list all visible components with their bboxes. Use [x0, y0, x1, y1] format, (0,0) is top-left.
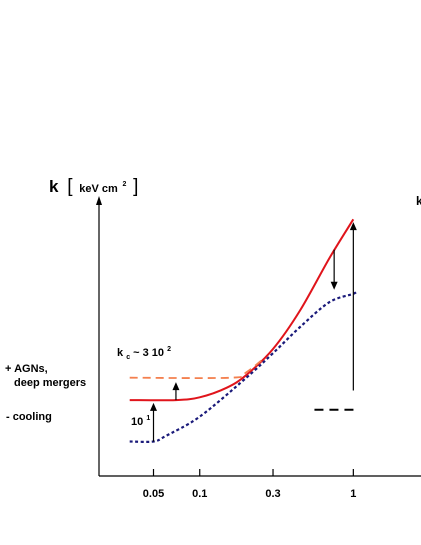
x-tick-label: 1	[350, 488, 356, 500]
deep-mergers-label: deep mergers	[14, 377, 86, 389]
series-line-dashed	[129, 357, 265, 379]
x-axis-ticks: 0.05 0.1 0.3 1	[143, 469, 356, 500]
right-k-label: k	[416, 194, 421, 208]
kc-annotation: k c ~ 3 10 2	[117, 346, 171, 362]
arrow-head	[349, 222, 357, 231]
x-tick-label: 0.3	[265, 488, 280, 500]
y-axis-arrowhead	[96, 196, 102, 205]
series-line-dotted	[129, 290, 358, 443]
series-line-solid	[129, 218, 355, 402]
arrow-head	[172, 382, 180, 391]
arrow-head	[330, 281, 338, 290]
x-tick-label: 0.1	[192, 488, 207, 500]
ten-annotation: 10 1	[131, 415, 150, 428]
arrows-group	[150, 222, 357, 442]
arrow-head	[150, 402, 157, 411]
cooling-label: - cooling	[6, 411, 52, 423]
y-axis-label: k [ keV cm 2 ]	[49, 171, 138, 197]
series-group	[129, 218, 358, 443]
x-tick-label: 0.05	[143, 488, 164, 500]
agn-label: + AGNs,	[5, 363, 48, 375]
